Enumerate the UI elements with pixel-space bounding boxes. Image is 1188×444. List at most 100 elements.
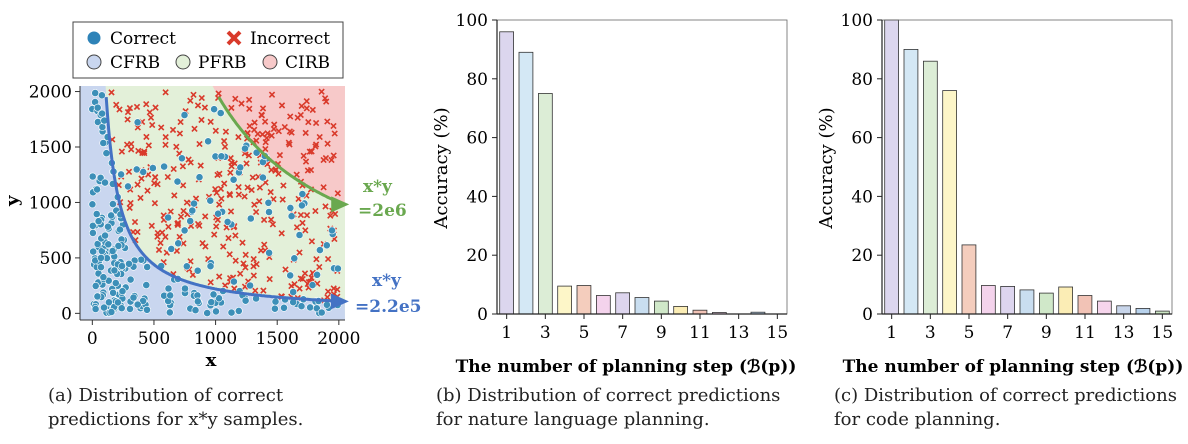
bar-step-12 bbox=[1097, 300, 1112, 315]
correct-point bbox=[177, 154, 186, 163]
incorrect-point bbox=[118, 148, 126, 155]
incorrect-point bbox=[302, 158, 310, 165]
bar-step-9 bbox=[654, 300, 669, 315]
bar-step-1 bbox=[884, 19, 900, 315]
incorrect-point bbox=[334, 190, 341, 197]
y-tick-label: 60 bbox=[851, 129, 873, 149]
legend-correct-marker bbox=[87, 31, 101, 45]
correct-point bbox=[109, 200, 117, 208]
incorrect-point bbox=[162, 141, 169, 148]
correct-point bbox=[188, 206, 197, 215]
incorrect-point bbox=[276, 151, 284, 159]
incorrect-point bbox=[187, 159, 194, 166]
incorrect-point bbox=[213, 189, 220, 196]
incorrect-point bbox=[198, 116, 205, 124]
bar-step-8 bbox=[634, 297, 650, 315]
correct-point bbox=[227, 308, 236, 317]
curve-2.2e5 bbox=[104, 96, 343, 303]
correct-point bbox=[133, 300, 142, 309]
incorrect-point bbox=[306, 148, 313, 155]
incorrect-point bbox=[239, 239, 246, 246]
correct-point bbox=[252, 148, 261, 157]
correct-point bbox=[101, 178, 109, 187]
incorrect-point bbox=[211, 231, 218, 238]
incorrect-point bbox=[170, 165, 177, 173]
incorrect-point bbox=[222, 128, 230, 135]
correct-point bbox=[181, 284, 189, 293]
incorrect-point bbox=[146, 109, 153, 116]
correct-point bbox=[97, 253, 105, 262]
correct-point bbox=[129, 293, 138, 302]
correct-point bbox=[286, 203, 295, 212]
incorrect-point bbox=[147, 114, 155, 121]
correct-point bbox=[88, 172, 97, 181]
incorrect-point bbox=[249, 174, 256, 181]
arrow-head-blue bbox=[330, 293, 349, 310]
legend-correct-label: Correct bbox=[110, 29, 176, 49]
incorrect-point bbox=[152, 174, 159, 181]
incorrect-point bbox=[139, 149, 146, 157]
incorrect-point bbox=[298, 102, 305, 110]
incorrect-point bbox=[127, 199, 134, 207]
correct-point bbox=[286, 271, 295, 280]
correct-point bbox=[193, 297, 202, 306]
correct-point bbox=[241, 144, 249, 153]
incorrect-point bbox=[232, 95, 239, 102]
curve-label-2.2e5-line2: =2.2e5 bbox=[355, 297, 421, 317]
incorrect-point bbox=[312, 119, 320, 127]
incorrect-point bbox=[162, 233, 169, 241]
y-tick-label: 20 bbox=[851, 246, 873, 266]
incorrect-point bbox=[162, 133, 169, 141]
curve-label-2.2e5-line1: x*y bbox=[372, 271, 402, 291]
correct-point bbox=[207, 298, 216, 307]
x-tick-label: 11 bbox=[689, 323, 711, 343]
legend-box bbox=[72, 21, 344, 79]
incorrect-point bbox=[212, 127, 219, 134]
incorrect-point bbox=[250, 255, 257, 263]
y-axis-label-nl: Accuracy (%) bbox=[431, 107, 452, 229]
incorrect-point bbox=[312, 207, 319, 215]
x-tick-label: 1 bbox=[886, 323, 897, 343]
correct-point bbox=[190, 199, 198, 208]
correct-point bbox=[265, 208, 273, 216]
incorrect-point bbox=[268, 132, 275, 139]
incorrect-point bbox=[124, 116, 131, 123]
correct-point bbox=[322, 241, 331, 250]
incorrect-point bbox=[138, 175, 145, 182]
incorrect-point bbox=[279, 196, 286, 203]
incorrect-point bbox=[187, 97, 194, 104]
incorrect-point bbox=[259, 105, 267, 112]
caption-a: (a) Distribution of correct predictions … bbox=[48, 385, 304, 430]
legend-pfrb-label: PFRB bbox=[198, 53, 247, 73]
correct-point bbox=[290, 254, 299, 263]
incorrect-point bbox=[126, 104, 134, 112]
arrow-head-green bbox=[331, 196, 350, 213]
incorrect-point bbox=[197, 162, 204, 169]
incorrect-point bbox=[253, 137, 260, 144]
bars-code bbox=[884, 19, 1170, 315]
incorrect-point bbox=[297, 111, 304, 119]
incorrect-point bbox=[237, 270, 244, 277]
incorrect-point bbox=[232, 232, 239, 239]
correct-point bbox=[214, 209, 222, 218]
correct-point bbox=[173, 177, 182, 186]
incorrect-point bbox=[215, 90, 222, 97]
correct-point bbox=[98, 109, 106, 118]
y-tick-label: 100 bbox=[841, 11, 873, 31]
correct-point bbox=[206, 196, 215, 205]
incorrect-point bbox=[293, 171, 300, 178]
incorrect-point bbox=[190, 91, 197, 98]
incorrect-point bbox=[141, 149, 148, 157]
correct-point bbox=[308, 281, 317, 289]
correct-point bbox=[289, 288, 298, 296]
incorrect-point bbox=[267, 216, 275, 223]
x-tick-label: 7 bbox=[1002, 323, 1013, 343]
incorrect-point bbox=[128, 146, 135, 153]
y-tick-label: 60 bbox=[466, 129, 488, 149]
x-tick-label: 7 bbox=[617, 323, 628, 343]
incorrect-point bbox=[227, 169, 234, 176]
correct-point bbox=[164, 284, 173, 293]
incorrect-point bbox=[207, 118, 214, 125]
incorrect-point bbox=[137, 194, 144, 202]
